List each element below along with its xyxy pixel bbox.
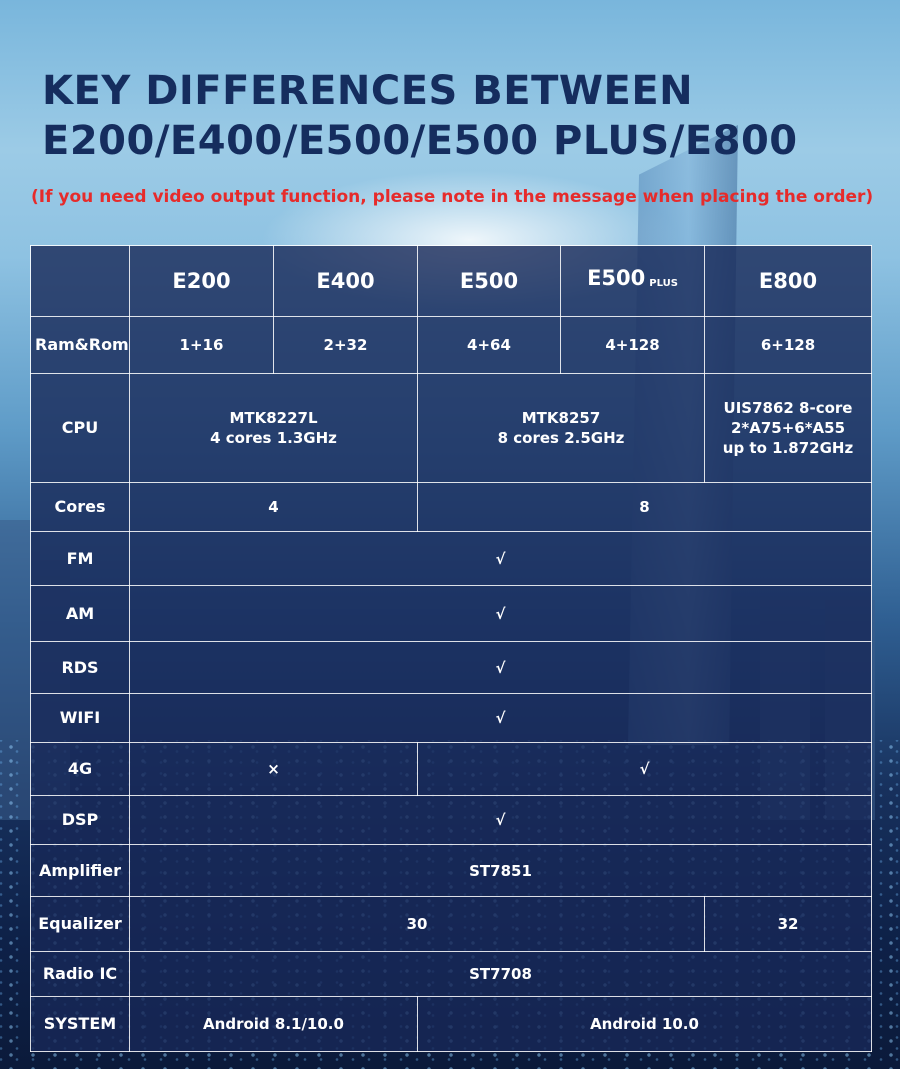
cell-cores-e200-e400: 4 bbox=[129, 482, 418, 532]
cell-ram-e200: 1+16 bbox=[129, 316, 274, 374]
row-label-wifi: WIFI bbox=[30, 693, 130, 743]
cell-fm-all: √ bbox=[129, 531, 872, 586]
cell-4g-e200-e400: × bbox=[129, 742, 418, 796]
cell-cores-e500-e800: 8 bbox=[417, 482, 872, 532]
row-label-fm: FM bbox=[30, 531, 130, 586]
table-row: Equalizer 30 32 bbox=[30, 896, 872, 952]
cell-ram-e500: 4+64 bbox=[417, 316, 561, 374]
row-label-rds: RDS bbox=[30, 641, 130, 694]
table-row: WIFI √ bbox=[30, 693, 872, 743]
table-row: CPU MTK8227L 4 cores 1.3GHz MTK8257 8 co… bbox=[30, 373, 872, 483]
header-row: E200 E400 E500 E500 PLUS E800 bbox=[30, 245, 872, 317]
row-label-amplifier: Amplifier bbox=[30, 844, 130, 897]
cell-ram-e400: 2+32 bbox=[273, 316, 418, 374]
table-row: FM √ bbox=[30, 531, 872, 586]
cell-equalizer-e200-e500-plus: 30 bbox=[129, 896, 705, 952]
table-row: SYSTEM Android 8.1/10.0 Android 10.0 bbox=[30, 996, 872, 1052]
cell-wifi-all: √ bbox=[129, 693, 872, 743]
row-label-ram-rom: Ram&Rom bbox=[30, 316, 130, 374]
row-label-equalizer: Equalizer bbox=[30, 896, 130, 952]
row-label-cpu: CPU bbox=[30, 373, 130, 483]
title-line-1: KEY DIFFERENCES BETWEEN bbox=[42, 68, 694, 114]
cell-ram-e800: 6+128 bbox=[704, 316, 872, 374]
table-row: Radio IC ST7708 bbox=[30, 951, 872, 997]
cell-cpu-e500: MTK8257 8 cores 2.5GHz bbox=[417, 373, 705, 483]
cell-amplifier-all: ST7851 bbox=[129, 844, 872, 897]
order-note: (If you need video output function, plea… bbox=[31, 187, 874, 207]
header-plus-suffix: PLUS bbox=[649, 278, 678, 289]
table-row: Cores 4 8 bbox=[30, 482, 872, 532]
header-e500-plus: E500 PLUS bbox=[560, 245, 705, 317]
cell-system-e500-e800: Android 10.0 bbox=[417, 996, 872, 1052]
cell-4g-e500-e800: √ bbox=[417, 742, 872, 796]
cell-cpu-e800: UIS7862 8-core 2*A75+6*A55 up to 1.872GH… bbox=[704, 373, 872, 483]
table-row: Ram&Rom 1+16 2+32 4+64 4+128 6+128 bbox=[30, 316, 872, 374]
header-e500-plus-model: E500 bbox=[587, 266, 646, 290]
cell-dsp-all: √ bbox=[129, 795, 872, 845]
cell-equalizer-e800: 32 bbox=[704, 896, 872, 952]
cell-cpu-e200-e400: MTK8227L 4 cores 1.3GHz bbox=[129, 373, 418, 483]
row-label-am: AM bbox=[30, 585, 130, 642]
table-row: 4G × √ bbox=[30, 742, 872, 796]
header-e400: E400 bbox=[273, 245, 418, 317]
comparison-table: E200 E400 E500 E500 PLUS E800 Ram&Rom 1+1… bbox=[30, 245, 872, 1052]
cell-ram-e500-plus: 4+128 bbox=[560, 316, 705, 374]
row-label-system: SYSTEM bbox=[30, 996, 130, 1052]
row-label-cores: Cores bbox=[30, 482, 130, 532]
row-label-4g: 4G bbox=[30, 742, 130, 796]
header-corner bbox=[30, 245, 130, 317]
page-title: KEY DIFFERENCES BETWEEN E200/E400/E500/E… bbox=[42, 66, 862, 166]
cell-am-all: √ bbox=[129, 585, 872, 642]
cell-rds-all: √ bbox=[129, 641, 872, 694]
table-row: AM √ bbox=[30, 585, 872, 642]
header-e200: E200 bbox=[129, 245, 274, 317]
header-e500: E500 bbox=[417, 245, 561, 317]
cell-radio-ic-all: ST7708 bbox=[129, 951, 872, 997]
row-label-dsp: DSP bbox=[30, 795, 130, 845]
table-row: DSP √ bbox=[30, 795, 872, 845]
header-e800: E800 bbox=[704, 245, 872, 317]
row-label-radio-ic: Radio IC bbox=[30, 951, 130, 997]
table-row: RDS √ bbox=[30, 641, 872, 694]
table-row: Amplifier ST7851 bbox=[30, 844, 872, 897]
cell-system-e200-e400: Android 8.1/10.0 bbox=[129, 996, 418, 1052]
title-line-2: E200/E400/E500/E500 PLUS/E800 bbox=[42, 118, 798, 164]
